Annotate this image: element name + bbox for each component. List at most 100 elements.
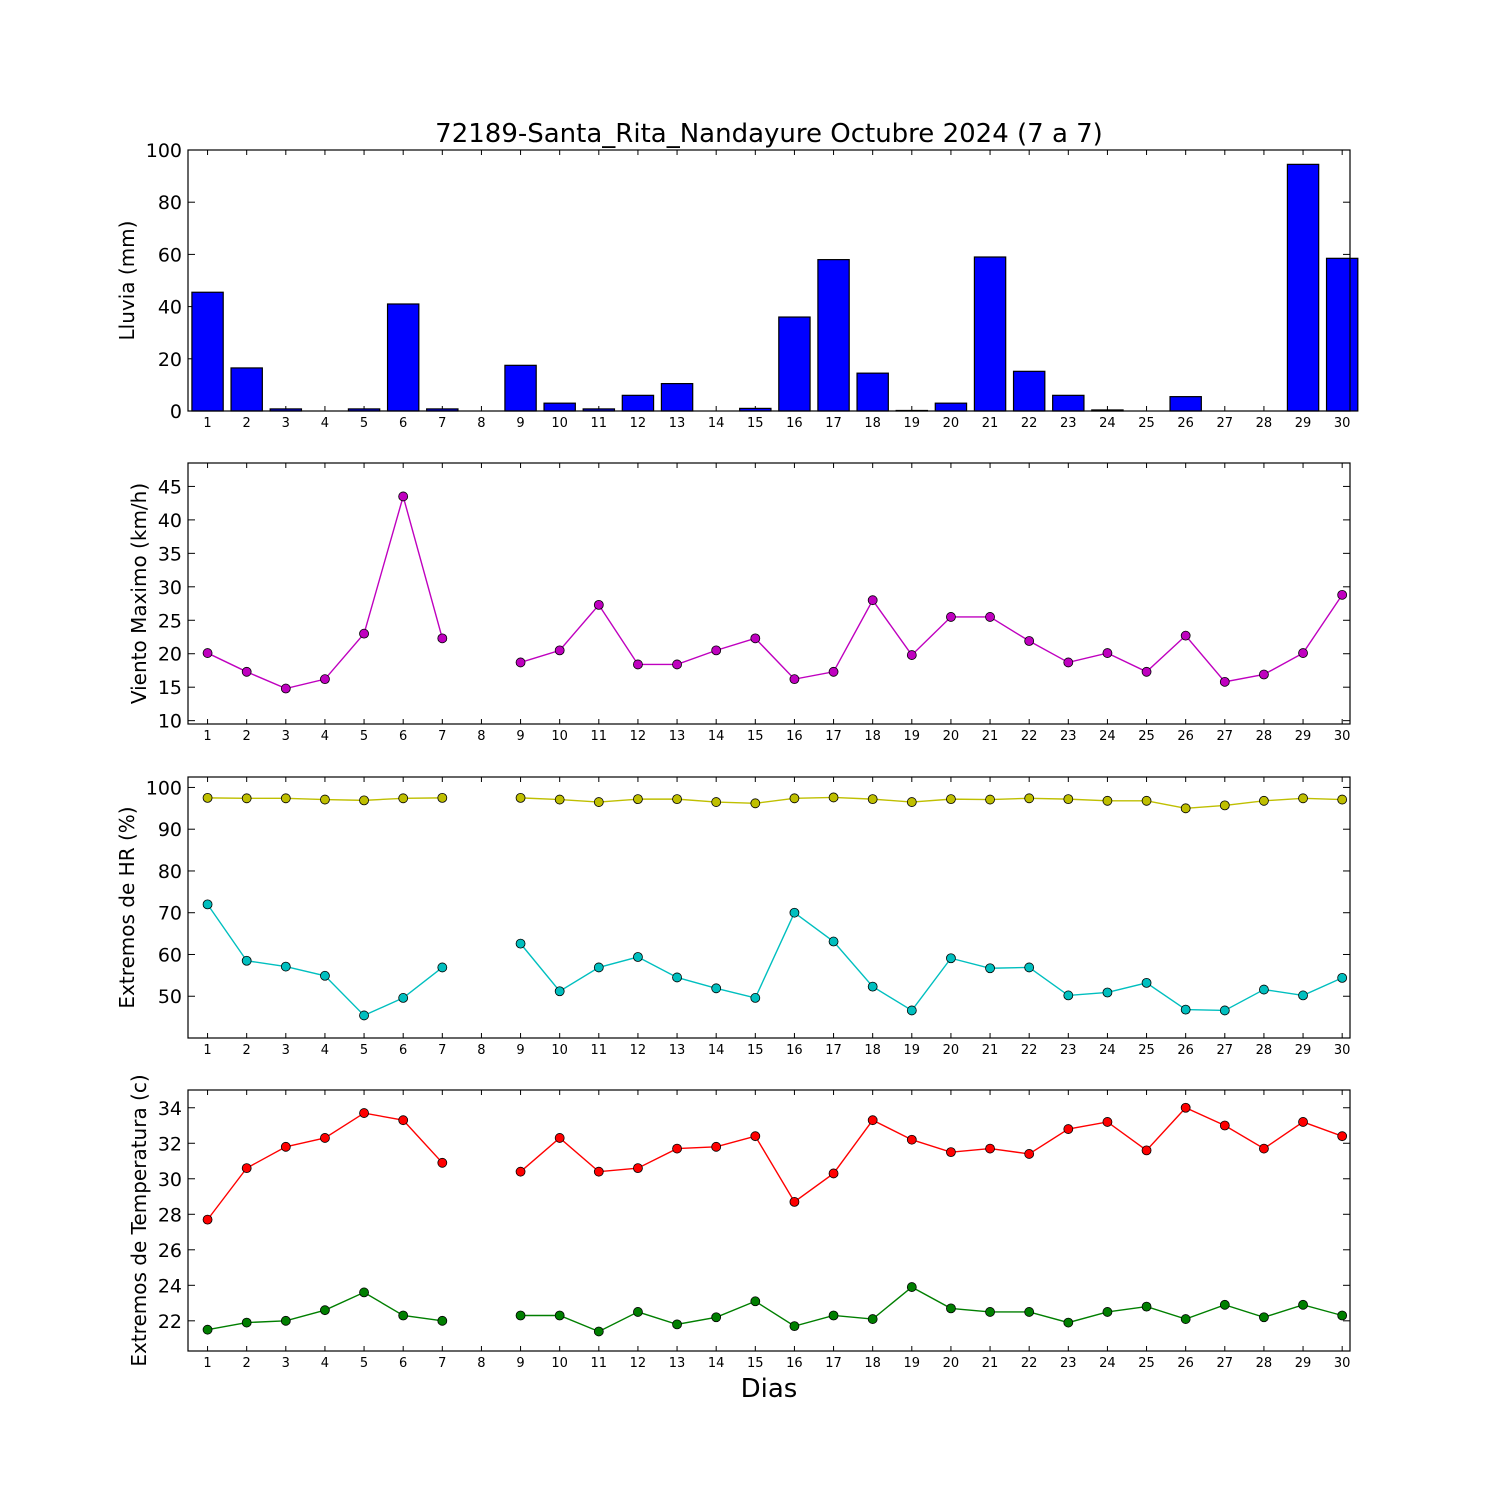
data-point xyxy=(554,1133,565,1143)
data-point xyxy=(985,963,995,974)
data-point xyxy=(359,1108,369,1118)
data-point xyxy=(359,1010,369,1021)
x-tick-label: 4 xyxy=(321,729,329,744)
x-tick-label: 2 xyxy=(243,1043,251,1058)
x-tick-label: 17 xyxy=(825,729,842,744)
data-point xyxy=(750,993,761,1003)
x-tick-label: 16 xyxy=(786,416,803,431)
data-point xyxy=(202,899,213,910)
x-tick-label: 25 xyxy=(1138,1356,1155,1371)
y-tick-label: 34 xyxy=(158,1098,182,1120)
x-tick-label: 11 xyxy=(591,416,608,431)
data-point xyxy=(633,794,643,805)
data-point xyxy=(672,972,682,983)
data-point xyxy=(946,794,956,805)
data-point xyxy=(320,674,330,685)
x-tick-label: 15 xyxy=(747,1043,764,1058)
data-point xyxy=(711,797,722,807)
bar xyxy=(1169,396,1202,412)
data-point xyxy=(398,491,409,502)
data-point xyxy=(1102,1117,1113,1127)
x-tick-label: 28 xyxy=(1256,1356,1273,1371)
data-point xyxy=(789,1321,800,1332)
series-line xyxy=(520,1106,1343,1203)
x-tick-label: 13 xyxy=(669,416,686,431)
x-tick-label: 14 xyxy=(708,1356,725,1371)
x-tick-label: 12 xyxy=(630,1043,647,1058)
x-tick-label: 6 xyxy=(399,416,407,431)
series-line xyxy=(207,493,443,690)
data-point xyxy=(515,1166,526,1177)
data-point xyxy=(1219,1005,1230,1016)
axes-frame xyxy=(187,776,1351,1039)
x-tick-label: 3 xyxy=(282,416,290,431)
x-tick-label: 22 xyxy=(1021,729,1038,744)
data-point xyxy=(1298,648,1308,658)
data-point xyxy=(1298,990,1308,1001)
data-point xyxy=(711,983,722,994)
data-point xyxy=(946,612,956,622)
data-point xyxy=(828,1168,839,1179)
data-point xyxy=(750,798,761,809)
bar xyxy=(1052,394,1085,412)
data-point xyxy=(554,1310,565,1321)
x-tick-label: 3 xyxy=(282,1043,290,1058)
x-tick-label: 1 xyxy=(203,1356,211,1371)
series-line xyxy=(520,594,1343,683)
data-point xyxy=(985,1307,995,1317)
data-point xyxy=(1024,962,1035,973)
data-point xyxy=(1024,793,1035,804)
x-tick-label: 25 xyxy=(1138,729,1155,744)
data-point xyxy=(750,1131,761,1142)
x-tick-label: 15 xyxy=(747,1356,764,1371)
x-tick-label: 19 xyxy=(904,1356,921,1371)
y-tick-label: 50 xyxy=(158,986,182,1008)
data-point xyxy=(985,1143,995,1154)
x-tick-label: 2 xyxy=(243,1356,251,1371)
data-point xyxy=(437,1157,448,1168)
x-tick-label: 11 xyxy=(591,1043,608,1058)
data-point xyxy=(867,595,878,606)
series-line xyxy=(520,911,1343,1012)
y-tick-label: 100 xyxy=(146,777,182,799)
data-point xyxy=(1063,1317,1074,1328)
data-point xyxy=(1063,990,1074,1001)
x-tick-label: 17 xyxy=(825,1043,842,1058)
data-point xyxy=(515,1310,526,1321)
x-tick-label: 16 xyxy=(786,729,803,744)
x-tick-label: 19 xyxy=(904,416,921,431)
x-tick-label: 26 xyxy=(1177,729,1194,744)
bar xyxy=(230,367,263,412)
data-point xyxy=(1259,669,1269,680)
x-tick-label: 24 xyxy=(1099,1356,1116,1371)
data-point xyxy=(359,1287,369,1298)
x-tick-label: 9 xyxy=(516,1043,524,1058)
data-point xyxy=(280,683,291,694)
y-tick-label: 60 xyxy=(158,944,182,966)
data-point xyxy=(398,993,409,1003)
data-point xyxy=(280,793,291,804)
y-axis-label: Lluvia (mm) xyxy=(115,221,139,341)
x-tick-label: 18 xyxy=(864,1356,881,1371)
x-tick-label: 5 xyxy=(360,729,368,744)
x-tick-label: 8 xyxy=(477,729,485,744)
data-point xyxy=(633,1307,643,1317)
data-point xyxy=(1141,666,1152,677)
data-point xyxy=(241,666,252,677)
x-tick-label: 5 xyxy=(360,1356,368,1371)
x-tick-label: 15 xyxy=(747,416,764,431)
y-tick-label: 80 xyxy=(158,861,182,883)
data-point xyxy=(1259,1312,1269,1323)
x-tick-label: 10 xyxy=(551,1356,568,1371)
x-tick-label: 5 xyxy=(360,416,368,431)
bar xyxy=(191,291,224,412)
y-tick-label: 20 xyxy=(158,349,182,371)
data-point xyxy=(906,797,917,807)
data-point xyxy=(320,1133,330,1143)
data-point xyxy=(1063,794,1074,805)
data-point xyxy=(554,645,565,656)
x-tick-label: 6 xyxy=(399,1356,407,1371)
data-point xyxy=(789,674,800,685)
data-point xyxy=(828,1310,839,1321)
